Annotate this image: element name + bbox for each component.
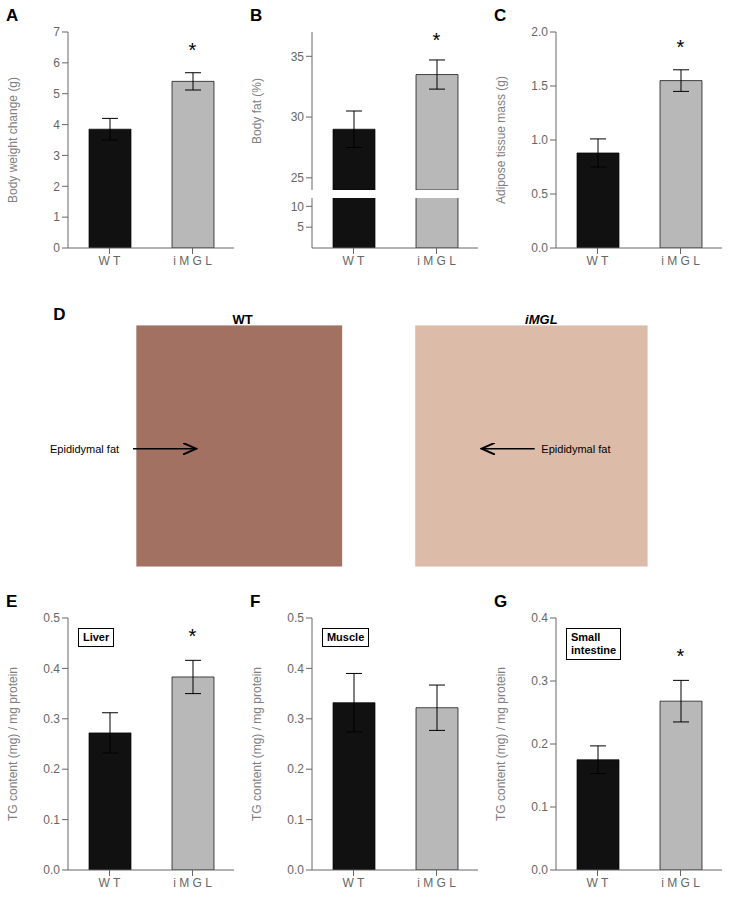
svg-text:10: 10 <box>291 200 305 214</box>
svg-text:TG content (mg) / mg protein: TG content (mg) / mg protein <box>250 667 264 821</box>
svg-text:25: 25 <box>291 171 305 185</box>
svg-text:0.3: 0.3 <box>531 674 548 688</box>
svg-text:*: * <box>677 36 685 58</box>
svg-text:0.4: 0.4 <box>531 611 548 625</box>
svg-text:0.1: 0.1 <box>43 813 60 827</box>
svg-text:iMGL: iMGL <box>525 312 558 327</box>
svg-text:0.4: 0.4 <box>287 662 304 676</box>
svg-text:i M G L: i M G L <box>173 254 212 268</box>
svg-text:i M G L: i M G L <box>417 876 456 890</box>
svg-text:0.2: 0.2 <box>287 762 304 776</box>
svg-text:0.3: 0.3 <box>43 712 60 726</box>
svg-text:1: 1 <box>53 210 60 224</box>
svg-text:5: 5 <box>53 87 60 101</box>
svg-text:0.0: 0.0 <box>531 863 548 877</box>
html-text:intestine: intestine <box>571 644 617 657</box>
svg-text:0.0: 0.0 <box>287 863 304 877</box>
svg-text:0.1: 0.1 <box>287 813 304 827</box>
svg-text:3: 3 <box>53 149 60 163</box>
html-text:F: F <box>250 592 261 611</box>
svg-text:7: 7 <box>53 25 60 39</box>
svg-text:WT: WT <box>232 312 252 327</box>
svg-text:W T: W T <box>99 254 121 268</box>
svg-text:0.0: 0.0 <box>531 241 548 255</box>
svg-text:Adipose tissue mass (g): Adipose tissue mass (g) <box>494 76 508 204</box>
svg-text:0.5: 0.5 <box>287 611 304 625</box>
svg-text:W T: W T <box>343 876 365 890</box>
svg-text:0.2: 0.2 <box>43 762 60 776</box>
svg-text:Epididymal fat: Epididymal fat <box>50 443 119 455</box>
svg-text:*: * <box>677 645 685 667</box>
svg-text:D: D <box>53 305 65 324</box>
svg-text:TG content (mg) / mg protein: TG content (mg) / mg protein <box>8 667 20 821</box>
svg-text:0.2: 0.2 <box>531 737 548 751</box>
svg-text:TG content (mg) / mg protein: TG content (mg) / mg protein <box>494 667 508 821</box>
svg-text:30: 30 <box>291 110 305 124</box>
svg-text:6: 6 <box>53 56 60 70</box>
svg-text:1.5: 1.5 <box>531 79 548 93</box>
svg-text:35: 35 <box>291 50 305 64</box>
svg-text:Epididymal fat: Epididymal fat <box>541 443 610 455</box>
html-text:Liver: Liver <box>83 631 110 644</box>
svg-text:Body weight change (g): Body weight change (g) <box>8 77 20 203</box>
svg-text:0.5: 0.5 <box>531 187 548 201</box>
svg-text:0.5: 0.5 <box>43 611 60 625</box>
html-text:C: C <box>494 6 507 25</box>
svg-text:0.0: 0.0 <box>43 863 60 877</box>
svg-text:5: 5 <box>297 220 304 234</box>
html-text:A: A <box>6 6 19 25</box>
svg-text:i M G L: i M G L <box>173 876 212 890</box>
svg-text:*: * <box>433 29 441 51</box>
svg-text:1.0: 1.0 <box>531 133 548 147</box>
svg-text:Body fat (%): Body fat (%) <box>250 78 264 144</box>
svg-text:0.1: 0.1 <box>531 800 548 814</box>
svg-text:0: 0 <box>53 241 60 255</box>
svg-text:0.3: 0.3 <box>287 712 304 726</box>
svg-text:W T: W T <box>343 254 365 268</box>
svg-text:W T: W T <box>587 254 609 268</box>
svg-text:2: 2 <box>53 180 60 194</box>
svg-text:i M G L: i M G L <box>661 876 700 890</box>
html-text:B: B <box>250 6 263 25</box>
html-text:G: G <box>494 592 508 611</box>
svg-text:*: * <box>189 625 197 647</box>
html-text:Small: Small <box>571 631 601 644</box>
svg-text:W T: W T <box>99 876 121 890</box>
svg-text:i M G L: i M G L <box>417 254 456 268</box>
svg-text:*: * <box>189 39 197 61</box>
svg-text:W T: W T <box>587 876 609 890</box>
svg-text:4: 4 <box>53 118 60 132</box>
html-text:E: E <box>6 592 18 611</box>
svg-text:2.0: 2.0 <box>531 25 548 39</box>
svg-text:0.4: 0.4 <box>43 662 60 676</box>
svg-text:i M G L: i M G L <box>661 254 700 268</box>
html-text:Muscle: Muscle <box>327 631 365 644</box>
